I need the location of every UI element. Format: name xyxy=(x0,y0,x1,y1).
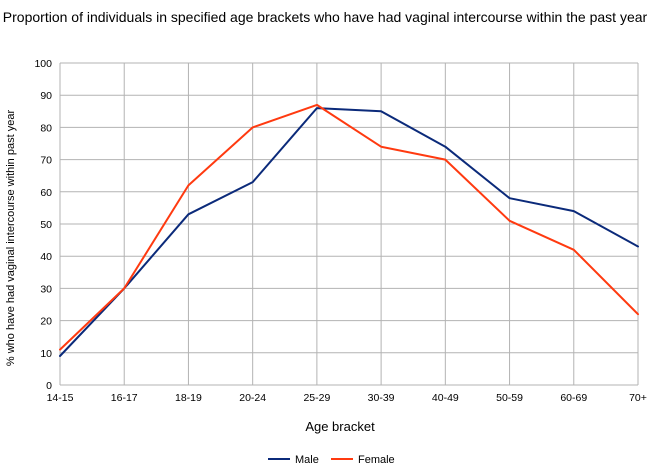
series-line-female xyxy=(59,103,639,351)
y-axis-ticks: 0 10 20 30 40 50 60 70 80 90 100 xyxy=(34,58,52,392)
x-tick-label: 60-69 xyxy=(560,392,587,404)
y-tick-label: 20 xyxy=(40,316,52,328)
x-tick-label: 20-24 xyxy=(239,392,266,404)
y-tick-label: 10 xyxy=(40,348,52,360)
gridlines xyxy=(59,62,639,386)
y-tick-label: 90 xyxy=(40,90,52,102)
x-tick-label: 25-29 xyxy=(303,392,330,404)
series-lines xyxy=(59,103,639,357)
series-line-male xyxy=(59,107,639,357)
y-tick-label: 30 xyxy=(40,283,52,295)
x-tick-label: 18-19 xyxy=(175,392,202,404)
x-tick-label: 40-49 xyxy=(432,392,459,404)
x-axis-ticks: 14-15 16-17 18-19 20-24 25-29 30-39 40-49 50-59… xyxy=(47,392,647,404)
legend-label-female: Female xyxy=(358,454,395,466)
y-tick-label: 60 xyxy=(40,187,52,199)
y-tick-label: 0 xyxy=(46,380,52,392)
y-tick-label: 70 xyxy=(40,155,52,167)
y-tick-label: 50 xyxy=(40,219,52,231)
x-tick-label: 70+ xyxy=(629,392,647,404)
legend: Male Female xyxy=(268,454,395,466)
y-tick-label: 40 xyxy=(40,251,52,263)
y-axis-label: % who have had vaginal intercourse withi… xyxy=(5,110,17,367)
chart-title: Proportion of individuals in specified a… xyxy=(3,9,648,25)
x-tick-label: 50-59 xyxy=(496,392,523,404)
x-tick-label: 30-39 xyxy=(368,392,395,404)
y-tick-label: 100 xyxy=(34,58,52,70)
x-tick-label: 14-15 xyxy=(47,392,74,404)
x-axis-label: Age bracket xyxy=(305,419,375,434)
legend-label-male: Male xyxy=(295,454,319,466)
y-tick-label: 80 xyxy=(40,122,52,134)
x-tick-label: 16-17 xyxy=(111,392,138,404)
